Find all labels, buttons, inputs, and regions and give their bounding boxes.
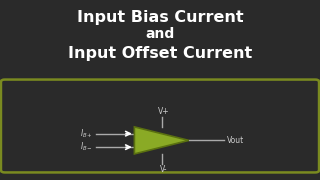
Text: $I_{B+}$: $I_{B+}$ xyxy=(80,127,93,140)
Text: V-: V- xyxy=(160,165,168,174)
Text: Input Offset Current: Input Offset Current xyxy=(68,46,252,61)
Text: V+: V+ xyxy=(158,107,170,116)
Text: $I_{B-}$: $I_{B-}$ xyxy=(80,141,93,153)
Text: Vout: Vout xyxy=(227,136,244,145)
Text: and: and xyxy=(145,27,175,41)
Polygon shape xyxy=(134,127,189,154)
FancyBboxPatch shape xyxy=(1,80,319,172)
Text: Input Bias Current: Input Bias Current xyxy=(77,10,243,25)
